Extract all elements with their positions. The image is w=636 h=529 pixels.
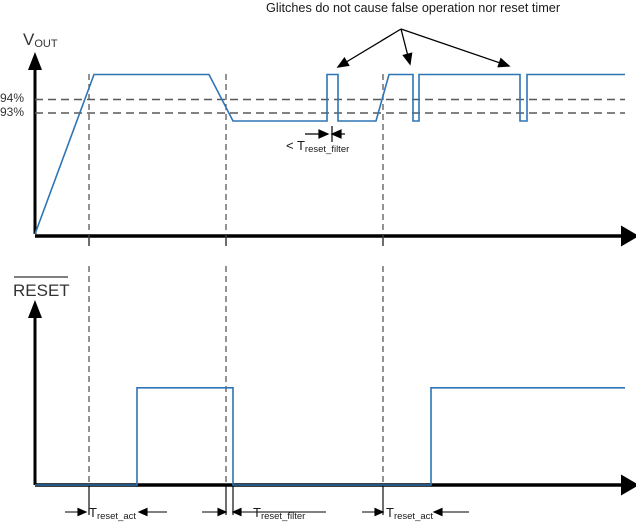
svg-text:93%: 93% (0, 105, 24, 119)
svg-text:94%: 94% (0, 91, 24, 105)
svg-text:Glitches do not cause false op: Glitches do not cause false operation no… (266, 1, 561, 15)
svg-text:RESET: RESET (13, 281, 70, 300)
